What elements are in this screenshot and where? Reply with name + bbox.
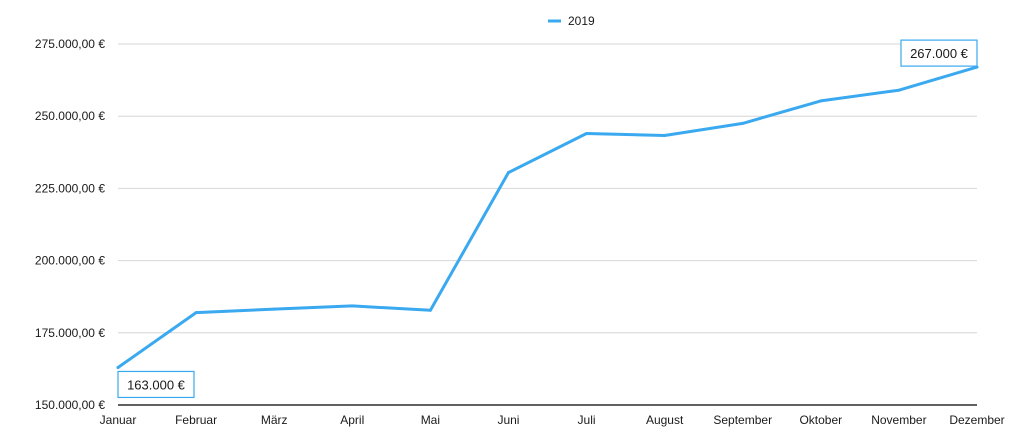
data-point — [116, 365, 120, 369]
x-tick-label: April — [340, 413, 364, 427]
data-point — [272, 307, 276, 311]
x-tick-label: September — [713, 413, 772, 427]
data-label-box — [900, 39, 978, 67]
y-tick-label: 275.000,00 € — [35, 37, 105, 51]
data-point — [819, 99, 823, 103]
annotations: 163.000 € 267.000 € — [117, 39, 978, 399]
data-point — [741, 121, 745, 125]
data-label-box — [117, 370, 195, 399]
x-tick-label: Juli — [578, 413, 596, 427]
data-point — [506, 171, 510, 175]
x-tick-label: Dezember — [949, 413, 1004, 427]
x-tick-label: Januar — [100, 413, 137, 427]
y-tick-label: 200.000,00 € — [35, 254, 105, 268]
x-axis-ticks: Januar Februar März April Mai Juni Juli August S… — [100, 413, 1005, 427]
x-tick-label: Juni — [497, 413, 519, 427]
data-point — [663, 134, 667, 138]
x-tick-label: Oktober — [799, 413, 842, 427]
data-point — [350, 304, 354, 308]
x-tick-label: November — [871, 413, 926, 427]
y-tick-label: 150.000,00 € — [35, 398, 105, 412]
legend-label-2019: 2019 — [568, 14, 595, 28]
data-point — [585, 132, 589, 136]
y-tick-label: 250.000,00 € — [35, 109, 105, 123]
data-label: 267.000 € — [910, 46, 969, 61]
data-point — [194, 311, 198, 315]
data-point — [428, 308, 432, 312]
y-axis-ticks: 150.000,00 € 175.000,00 € 200.000,00 € 225.… — [35, 37, 105, 412]
x-tick-label: Februar — [175, 413, 217, 427]
x-tick-label: März — [261, 413, 288, 427]
data-label: 163.000 € — [127, 377, 186, 392]
y-tick-label: 175.000,00 € — [35, 326, 105, 340]
x-tick-label: Mai — [421, 413, 440, 427]
legend: 2019 — [548, 14, 595, 28]
data-point — [897, 88, 901, 92]
series-line-2019 — [116, 65, 979, 369]
series-lines — [116, 65, 979, 369]
y-tick-label: 225.000,00 € — [35, 181, 105, 195]
gridlines — [118, 43, 977, 406]
x-tick-label: August — [646, 413, 684, 427]
